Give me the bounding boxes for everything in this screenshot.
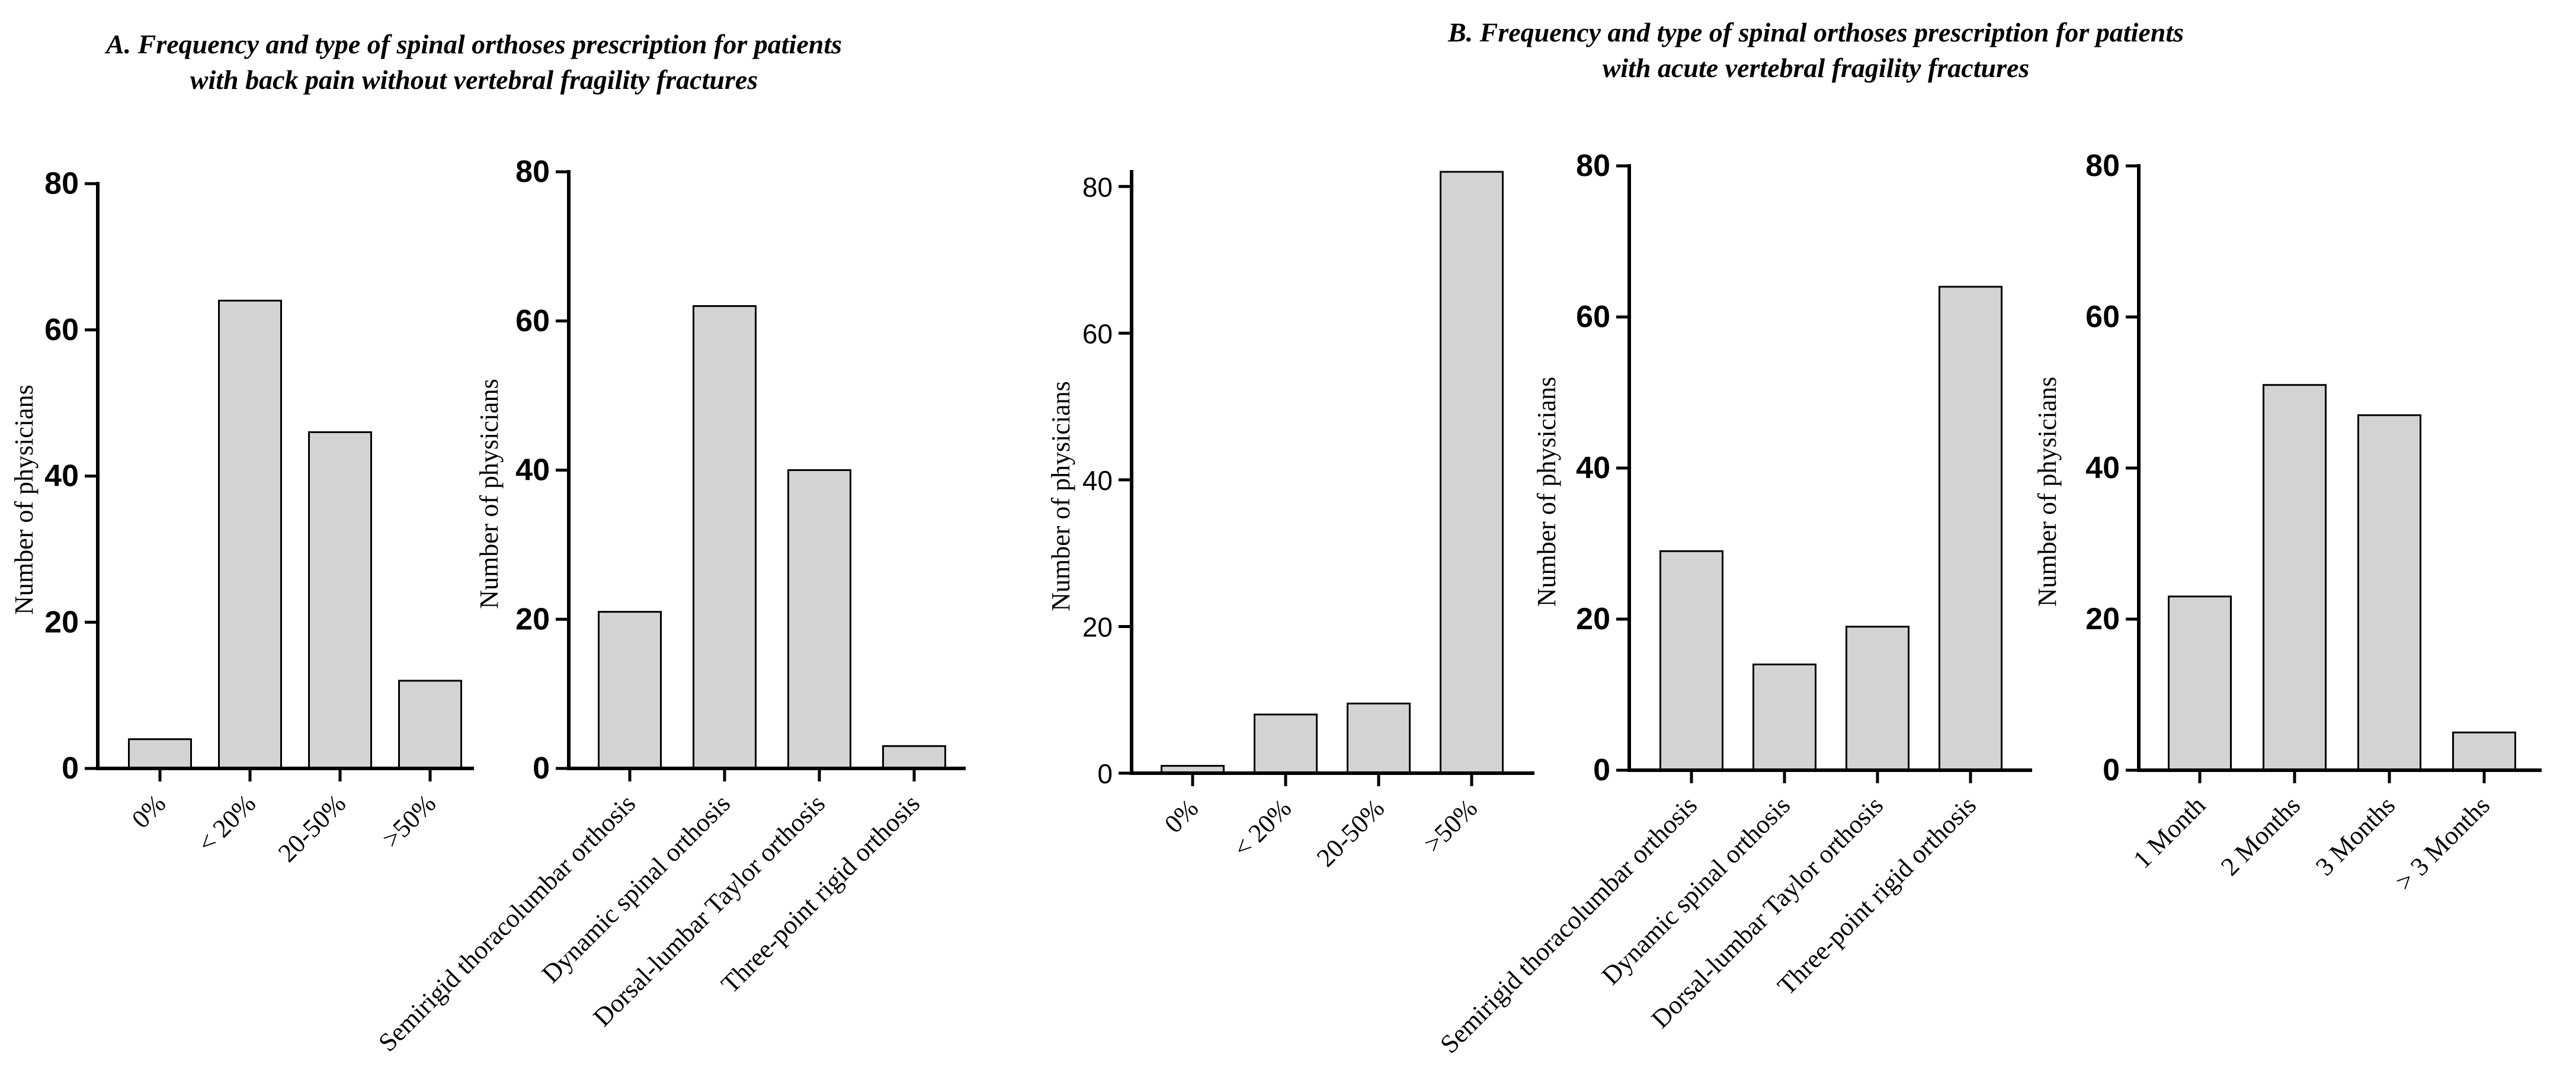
bar: [1440, 171, 1504, 774]
bar: [2263, 384, 2327, 771]
bar: [882, 745, 946, 770]
x-category-label: 3 Months: [2310, 790, 2401, 881]
chart-a1: Number of physicians 0 20 40 60 80 0% < 20% 20-5…: [9, 166, 474, 868]
bar: [1939, 286, 2003, 771]
y-tick-label: 0: [533, 751, 550, 786]
y-tick-label: 80: [44, 166, 79, 201]
chart-b1: Number of physicians 0 20 40 60 80 0% < 20% 20-5…: [1046, 170, 1534, 873]
x-category-label: < 20%: [1228, 793, 1297, 863]
y-tick-label: 80: [1576, 149, 1610, 183]
x-category-label: >50%: [377, 789, 441, 853]
panel-a-title-line-1: A. Frequency and type of spinal orthoses…: [104, 29, 842, 59]
bar: [1752, 664, 1816, 771]
y-tick-label: 60: [2085, 300, 2120, 334]
x-category-label: < 20%: [192, 789, 261, 858]
x-category-label: 0%: [1159, 793, 1204, 838]
x-category-label: 20-50%: [273, 789, 351, 867]
bar: [693, 305, 757, 770]
bar: [308, 431, 372, 770]
y-tick-label: 0: [62, 751, 79, 786]
y-tick-label: 20: [2085, 602, 2120, 636]
bar: [787, 469, 851, 770]
y-axis-title: Number of physicians: [2033, 377, 2062, 607]
y-axis-title: Number of physicians: [9, 385, 39, 615]
x-category-label: 2 Months: [2215, 790, 2306, 881]
y-tick-label: 40: [44, 459, 79, 494]
x-category-label: >50%: [1418, 793, 1483, 858]
y-tick-label: 40: [1082, 465, 1113, 496]
bar: [1254, 713, 1318, 774]
panel-b-title-line-1: B. Frequency and type of spinal orthoses…: [1447, 17, 2184, 47]
y-tick-label: 60: [1576, 300, 1610, 334]
y-tick-label: 80: [1082, 172, 1113, 203]
y-tick-label: 40: [1576, 451, 1610, 485]
y-tick-label: 80: [2085, 149, 2120, 183]
y-axis-title: Number of physicians: [1046, 381, 1075, 611]
y-tick-label: 0: [1097, 758, 1113, 789]
bar: [128, 738, 192, 770]
y-tick-label: 40: [2085, 451, 2120, 485]
bar: [1347, 702, 1411, 774]
x-category-label: Dynamic spinal orthosis: [1596, 790, 1796, 990]
y-tick-label: 60: [1082, 318, 1113, 349]
panel-a-title-line-2: with back pain without vertebral fragili…: [190, 65, 758, 95]
y-tick-label: 0: [1593, 753, 1610, 787]
y-tick-label: 80: [515, 155, 550, 189]
bar: [218, 299, 282, 770]
y-tick-label: 40: [515, 453, 550, 488]
x-category-label: 1 Month: [2128, 790, 2211, 874]
x-category-label: > 3 Months: [2390, 790, 2495, 896]
x-category-label: 20-50%: [1311, 793, 1390, 872]
bar: [598, 611, 662, 770]
y-tick-label: 20: [44, 605, 79, 639]
bar: [398, 680, 462, 770]
y-tick-label: 60: [515, 304, 550, 338]
y-tick-label: 60: [44, 313, 79, 347]
bar: [2452, 731, 2516, 771]
x-category-label: Three-point rigid orthosis: [716, 789, 925, 998]
bar: [1846, 626, 1909, 771]
y-axis-title: Number of physicians: [1532, 377, 1561, 607]
y-tick-label: 0: [2103, 753, 2120, 787]
x-category-label: Dynamic spinal orthosis: [536, 789, 736, 988]
chart-b3: Number of physicians 0 20 40 60 80 1 Month 2 Mo…: [2033, 149, 2542, 896]
bar: [1659, 550, 1723, 771]
y-tick-label: 20: [515, 602, 550, 636]
bar: [2357, 414, 2421, 771]
y-tick-label: 20: [1082, 611, 1113, 642]
bar: [2168, 595, 2232, 771]
y-axis-title: Number of physicians: [475, 379, 504, 609]
x-category-label: 0%: [126, 789, 171, 834]
panel-b-title-line-2: with acute vertebral fragility fractures: [1603, 53, 2030, 83]
y-tick-label: 20: [1576, 602, 1610, 636]
